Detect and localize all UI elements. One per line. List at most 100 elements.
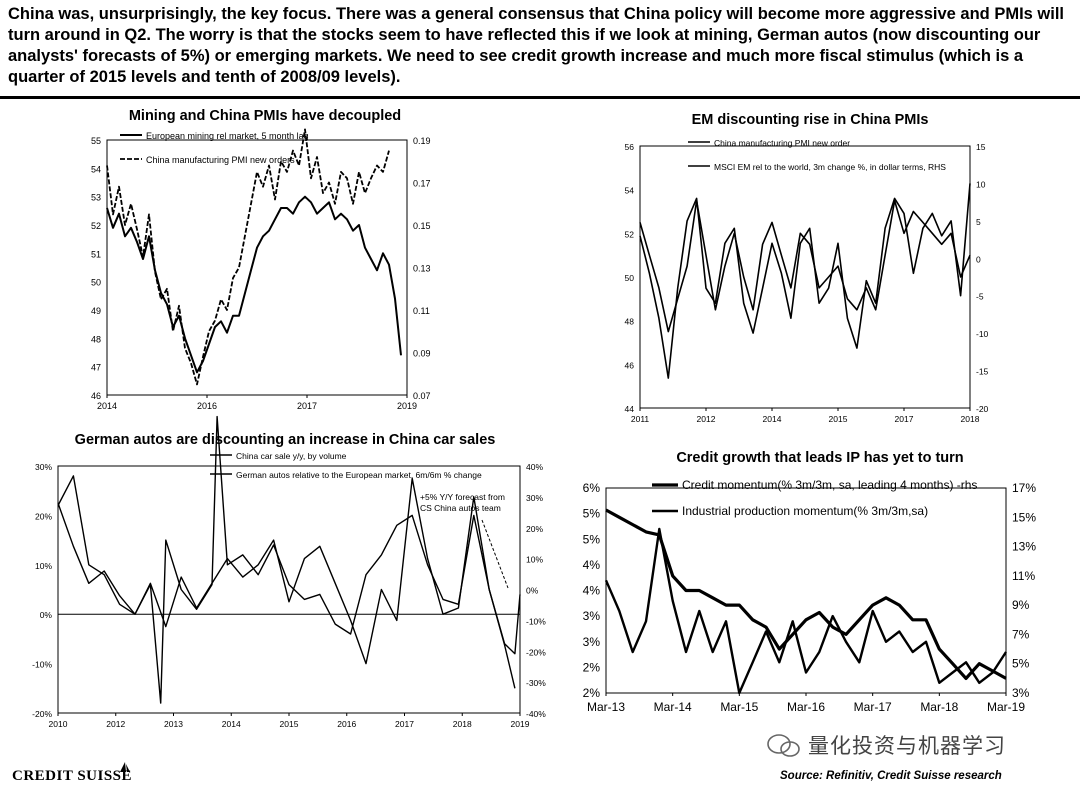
x-tick-label: 2012 bbox=[106, 719, 125, 729]
legend-label: German autos relative to the European ma… bbox=[236, 470, 482, 480]
headline: China was, unsurprisingly, the key focus… bbox=[8, 5, 1065, 86]
watermark: 量化投资与机器学习 bbox=[808, 735, 1006, 758]
series-line bbox=[605, 508, 1007, 680]
wechat-icon bbox=[767, 734, 800, 757]
y-tick-label-right: 0.09 bbox=[413, 349, 431, 359]
y-tick-label-left: -10% bbox=[32, 660, 52, 670]
x-tick-label: 2014 bbox=[763, 414, 782, 424]
legend-label: Credit momentum(% 3m/3m, sa, leading 4 m… bbox=[682, 478, 977, 492]
y-tick-label-left: 52 bbox=[625, 229, 635, 239]
y-tick-label-right: -10 bbox=[976, 329, 989, 339]
y-tick-label-right: 30% bbox=[526, 493, 543, 503]
x-tick-label: 2013 bbox=[164, 719, 183, 729]
y-tick-label-right: 40% bbox=[526, 462, 543, 472]
y-tick-label-left: 2% bbox=[583, 686, 601, 700]
plot-frame bbox=[639, 145, 971, 409]
credit-suisse-logo: CREDIT SUISSE bbox=[12, 768, 133, 784]
y-tick-label-left: 44 bbox=[625, 404, 635, 414]
y-tick-label-left: 47 bbox=[91, 363, 101, 373]
source-note: Source: Refinitiv, Credit Suisse researc… bbox=[780, 770, 1002, 782]
y-tick-label-right: 0.15 bbox=[413, 221, 431, 231]
x-tick-label: Mar-14 bbox=[654, 700, 692, 714]
y-tick-label-right: 0.13 bbox=[413, 264, 431, 274]
chart-title: German autos are discounting an increase… bbox=[74, 432, 496, 448]
y-tick-label-left: 5% bbox=[583, 532, 601, 546]
y-tick-label-right: 0.17 bbox=[413, 179, 431, 189]
y-tick-label-right: 9% bbox=[1012, 598, 1030, 612]
y-tick-label-right: 0 bbox=[976, 254, 981, 264]
chart-credit-growth: Credit growth that leads IP has yet to t… bbox=[570, 446, 1075, 726]
x-tick-label: Mar-13 bbox=[587, 700, 625, 714]
legend-label: Industrial production momentum(% 3m/3m,s… bbox=[682, 504, 928, 518]
y-tick-label-right: 17% bbox=[1012, 481, 1036, 495]
plot-frame bbox=[605, 487, 1007, 694]
legend-label: MSCI EM rel to the world, 3m change %, i… bbox=[714, 162, 946, 172]
x-tick-label: 2018 bbox=[453, 719, 472, 729]
x-tick-label: Mar-18 bbox=[920, 700, 958, 714]
x-tick-label: 2017 bbox=[895, 414, 914, 424]
y-tick-label-left: 5% bbox=[583, 507, 601, 521]
x-tick-label: 2016 bbox=[197, 401, 217, 411]
y-tick-label-right: -20 bbox=[976, 404, 989, 414]
y-tick-label-left: 48 bbox=[625, 317, 635, 327]
y-tick-label-left: 6% bbox=[583, 481, 601, 495]
y-tick-label-right: -30% bbox=[526, 678, 546, 688]
legend-label: European mining rel market, 5 month lag bbox=[146, 131, 309, 141]
legend-label: China car sale y/y, by volume bbox=[236, 451, 347, 461]
chart-title: EM discounting rise in China PMIs bbox=[691, 112, 929, 128]
y-tick-label-right: -10% bbox=[526, 616, 546, 626]
y-tick-label-right: -5 bbox=[976, 292, 984, 302]
y-tick-label-right: 20% bbox=[526, 524, 543, 534]
chart-svg: 30% 20% 10% 0% -10% -20% 40% 30% 20% 10% 0% -10% -20… bbox=[32, 415, 546, 729]
y-tick-label-left: 30% bbox=[35, 462, 52, 472]
y-tick-label-right: -40% bbox=[526, 709, 546, 719]
chart-title: Mining and China PMIs have decoupled bbox=[128, 108, 402, 124]
plot-frame bbox=[106, 139, 408, 396]
y-tick-label-right: 0.19 bbox=[413, 136, 431, 146]
series-line bbox=[639, 199, 971, 333]
y-tick-label-right: -15 bbox=[976, 367, 989, 377]
y-tick-label-right: 3% bbox=[1012, 686, 1030, 700]
series-line bbox=[106, 195, 402, 374]
x-tick-label: 2016 bbox=[337, 719, 356, 729]
y-tick-label-left: -20% bbox=[32, 709, 52, 719]
y-tick-label-right: 15 bbox=[976, 142, 986, 152]
y-tick-label-right: 10 bbox=[976, 179, 986, 189]
y-tick-label-left: 55 bbox=[91, 136, 101, 146]
annotation-arrow bbox=[481, 519, 509, 589]
x-tick-label: 2011 bbox=[631, 414, 650, 424]
sail-logo-icon bbox=[120, 762, 130, 772]
x-tick-label: 2015 bbox=[280, 719, 299, 729]
y-tick-label-right: 0% bbox=[526, 586, 539, 596]
y-tick-label-left: 49 bbox=[91, 306, 101, 316]
x-tick-label: 2019 bbox=[397, 401, 417, 411]
y-tick-label-right: 5% bbox=[1012, 657, 1030, 671]
y-tick-label-right: 13% bbox=[1012, 540, 1036, 554]
y-tick-label-left: 50 bbox=[91, 278, 101, 288]
y-tick-label-right: 10% bbox=[526, 555, 543, 565]
x-tick-label: 2017 bbox=[297, 401, 317, 411]
chart-title: Credit growth that leads IP has yet to t… bbox=[676, 450, 964, 466]
x-tick-label: 2014 bbox=[97, 401, 117, 411]
x-tick-label: Mar-15 bbox=[720, 700, 758, 714]
y-tick-label-left: 48 bbox=[91, 334, 101, 344]
chart-german-autos: German autos are discounting an increase… bbox=[20, 415, 560, 738]
y-tick-label-left: 56 bbox=[625, 142, 635, 152]
x-tick-label: Mar-16 bbox=[787, 700, 825, 714]
y-tick-label-left: 54 bbox=[91, 164, 101, 174]
y-tick-label-left: 54 bbox=[625, 186, 635, 196]
y-tick-label-right: 15% bbox=[1012, 510, 1036, 524]
annotation-label: +5% Y/Y forecast from CS China autos team bbox=[420, 492, 505, 513]
series-line bbox=[639, 183, 971, 379]
chart-svg: 55 54 53 52 51 50 49 48 47 46 0.19 0.17 0.15 0.13 0.11… bbox=[91, 128, 431, 411]
y-tick-label-left: 4% bbox=[583, 584, 601, 598]
series-line bbox=[57, 477, 516, 689]
y-tick-label-right: 7% bbox=[1012, 627, 1030, 641]
y-tick-label-left: 46 bbox=[91, 391, 101, 401]
x-tick-label: Mar-19 bbox=[987, 700, 1025, 714]
x-tick-label: 2019 bbox=[511, 719, 530, 729]
y-tick-label-left: 53 bbox=[91, 193, 101, 203]
y-tick-label-right: 0.11 bbox=[413, 306, 430, 316]
y-tick-label-left: 3% bbox=[583, 609, 601, 623]
